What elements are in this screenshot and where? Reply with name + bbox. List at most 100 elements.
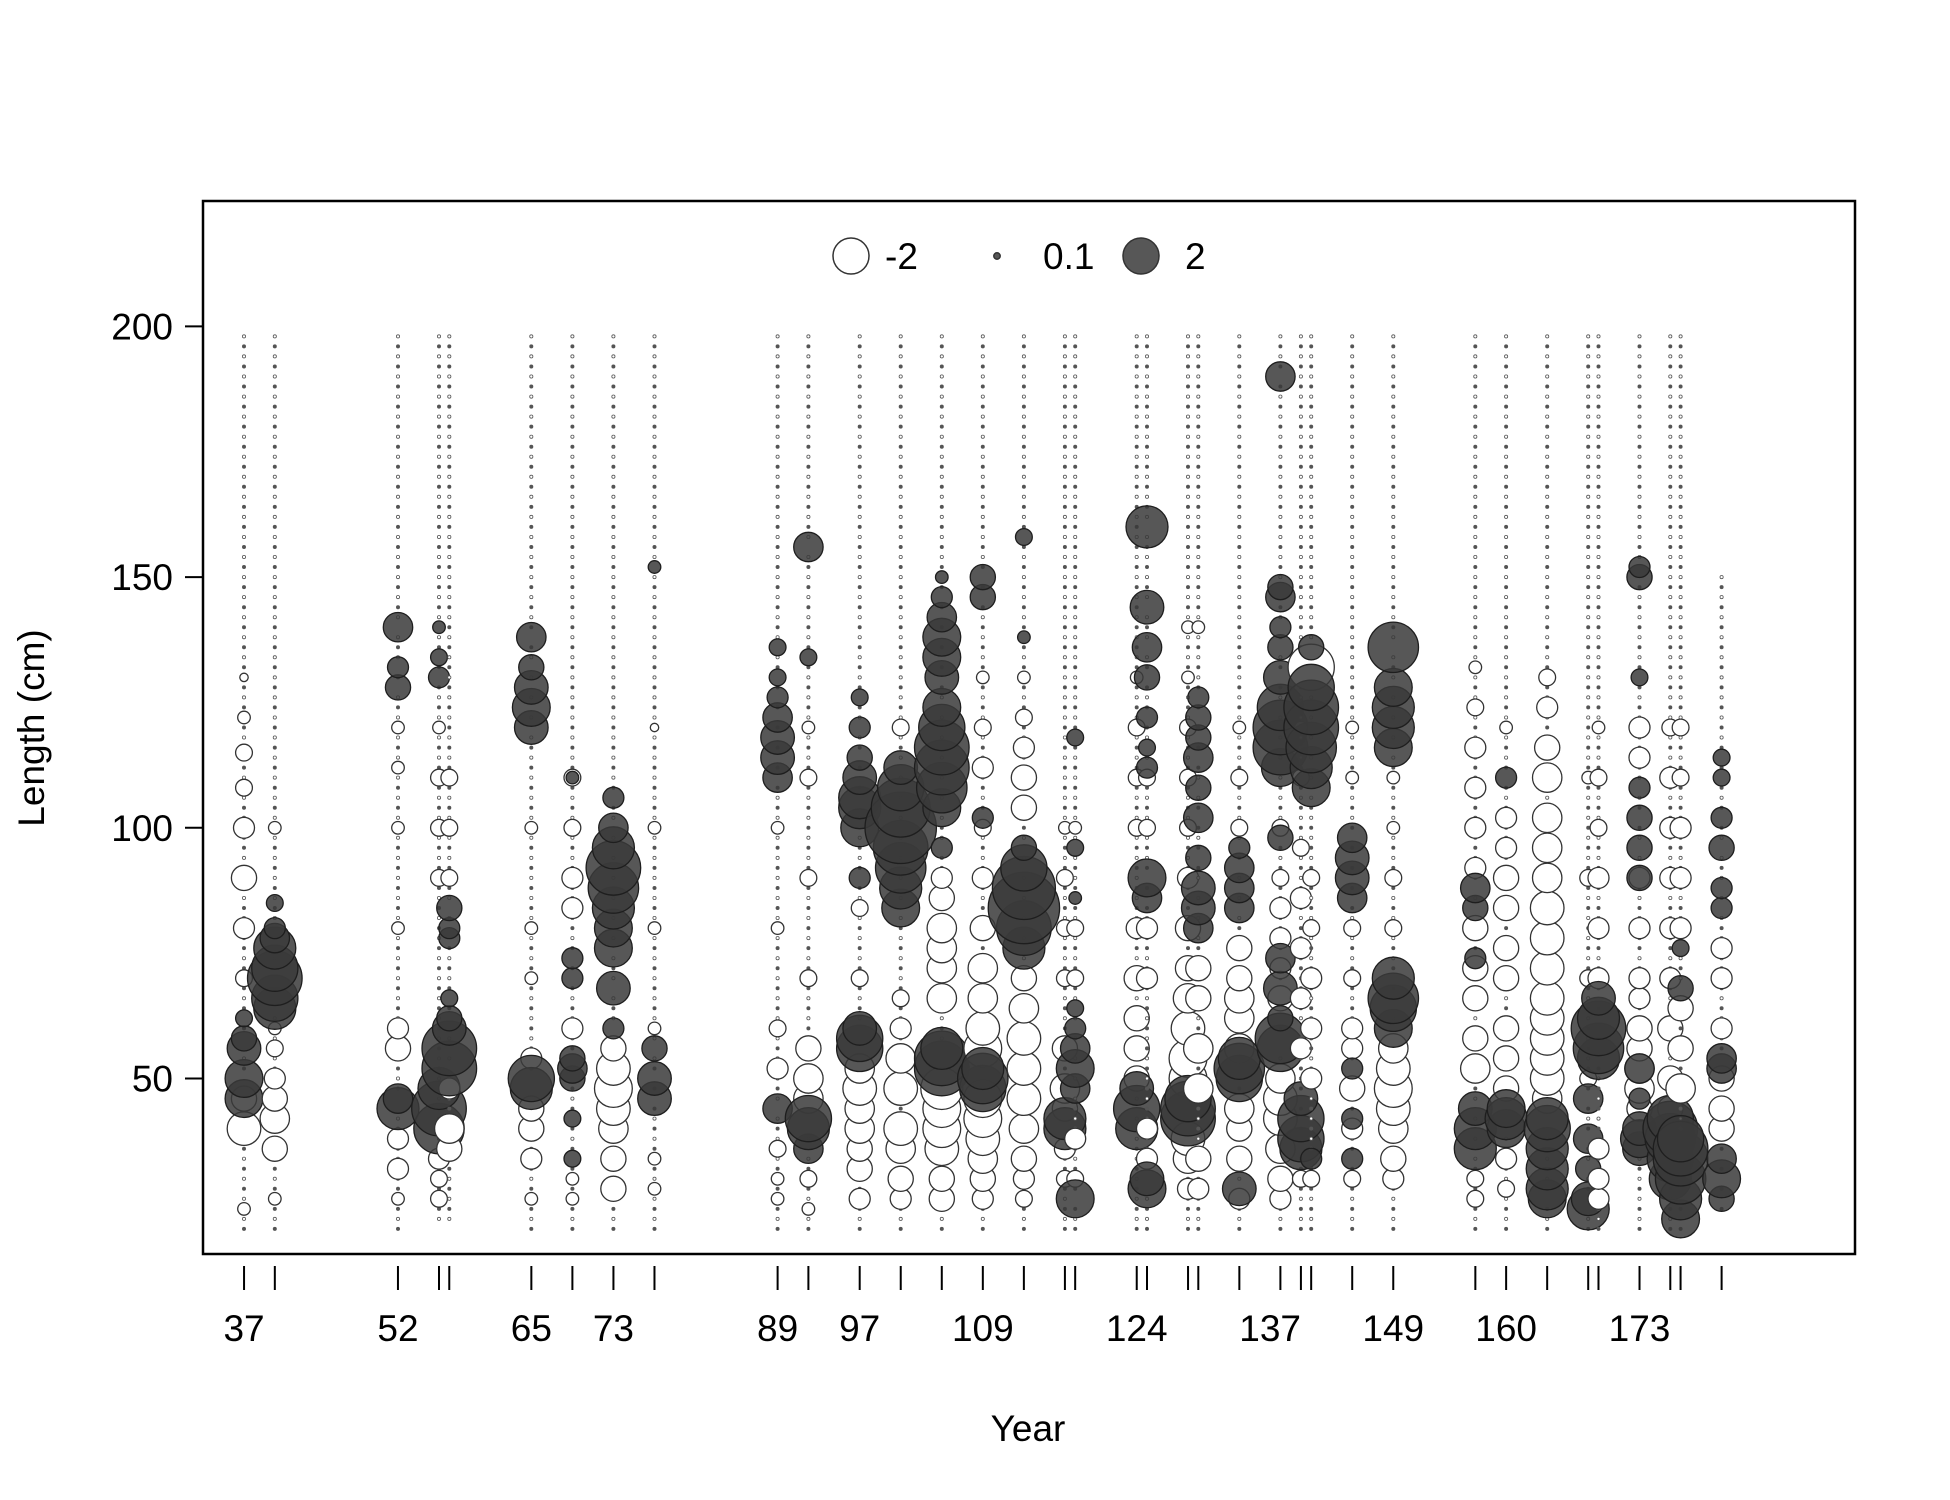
small-residual-dot <box>1237 334 1242 339</box>
small-residual-dot <box>1196 575 1201 580</box>
small-residual-dot <box>857 454 862 459</box>
small-residual-dot <box>857 344 862 349</box>
small-residual-dot <box>898 434 903 439</box>
positive-residual-bubble <box>842 1010 878 1046</box>
small-residual-dot <box>1309 404 1314 409</box>
negative-residual-bubble <box>1492 864 1520 892</box>
small-residual-dot <box>652 1136 657 1141</box>
small-residual-dot <box>241 344 246 349</box>
small-residual-dot <box>1278 1216 1283 1221</box>
small-residual-dot <box>1062 524 1067 529</box>
small-residual-dot <box>1309 364 1314 369</box>
small-residual-dot <box>652 334 657 339</box>
small-residual-dot <box>436 404 441 409</box>
negative-residual-bubble <box>391 921 405 936</box>
small-residual-dot <box>1504 424 1509 429</box>
small-residual-dot <box>272 404 277 409</box>
negative-residual-bubble <box>1006 1020 1042 1056</box>
small-residual-dot <box>272 555 277 560</box>
small-residual-dot <box>1196 344 1201 349</box>
small-residual-dot <box>395 775 400 780</box>
small-residual-dot <box>898 555 903 560</box>
negative-residual-bubble <box>1343 919 1362 938</box>
small-residual-dot <box>775 605 780 610</box>
small-residual-dot <box>570 595 575 600</box>
small-residual-dot <box>1350 665 1355 670</box>
small-residual-dot <box>1309 334 1314 339</box>
small-residual-dot <box>775 494 780 499</box>
small-residual-dot <box>1637 615 1642 620</box>
small-residual-dot <box>570 504 575 509</box>
small-residual-dot <box>1278 514 1283 519</box>
small-residual-dot <box>1678 474 1683 479</box>
positive-residual-bubble <box>1182 802 1214 834</box>
positive-residual-bubble <box>1066 728 1085 747</box>
small-residual-dot <box>1596 474 1601 479</box>
small-residual-dot <box>447 795 452 800</box>
small-residual-dot <box>529 504 534 509</box>
positive-residual-bubble <box>1068 891 1083 905</box>
small-residual-dot <box>806 504 811 509</box>
small-residual-dot <box>529 565 534 570</box>
small-residual-dot <box>1021 685 1026 690</box>
positive-residual-bubble <box>1185 704 1212 731</box>
small-residual-dot <box>857 484 862 489</box>
small-residual-dot <box>395 565 400 570</box>
small-residual-dot <box>1504 926 1509 931</box>
small-residual-dot <box>806 615 811 620</box>
negative-residual-bubble <box>1671 718 1690 737</box>
small-residual-dot <box>1309 1056 1314 1061</box>
negative-residual-bubble <box>1226 1145 1253 1172</box>
positive-residual-bubble <box>1131 631 1163 663</box>
small-residual-dot <box>806 424 811 429</box>
small-residual-dot <box>775 424 780 429</box>
small-residual-dot <box>1062 845 1067 850</box>
small-residual-dot <box>395 605 400 610</box>
small-residual-dot <box>652 1196 657 1201</box>
small-residual-dot <box>1237 535 1242 540</box>
small-residual-dot <box>1196 504 1201 509</box>
positive-residual-bubble <box>230 1025 258 1052</box>
small-residual-dot <box>1021 1216 1026 1221</box>
small-residual-dot <box>1596 635 1601 640</box>
small-residual-dot <box>1637 394 1642 399</box>
negative-residual-bubble <box>384 1035 412 1062</box>
negative-residual-bubble <box>440 818 459 837</box>
small-residual-dot <box>980 454 985 459</box>
negative-residual-bubble <box>647 921 662 936</box>
small-residual-dot <box>447 354 452 359</box>
small-residual-dot <box>652 1016 657 1021</box>
small-residual-dot <box>241 805 246 810</box>
positive-residual-bubble <box>1525 1096 1569 1141</box>
positive-residual-bubble <box>382 611 414 643</box>
small-residual-dot <box>1196 615 1201 620</box>
small-residual-dot <box>775 996 780 1001</box>
small-residual-dot <box>652 424 657 429</box>
small-residual-dot <box>529 434 534 439</box>
small-residual-dot <box>1586 795 1591 800</box>
small-residual-dot <box>1637 504 1642 509</box>
negative-residual-bubble <box>261 1135 289 1162</box>
small-residual-dot <box>1298 815 1303 820</box>
negative-residual-bubble <box>1710 936 1733 960</box>
small-residual-dot <box>447 675 452 680</box>
small-residual-dot <box>1309 565 1314 570</box>
small-residual-dot <box>611 504 616 509</box>
small-residual-dot <box>447 555 452 560</box>
small-residual-dot <box>436 795 441 800</box>
small-residual-dot <box>1596 1226 1601 1231</box>
small-residual-dot <box>1596 384 1601 389</box>
small-residual-dot <box>1237 424 1242 429</box>
small-residual-dot <box>241 1216 246 1221</box>
small-residual-dot <box>1668 665 1673 670</box>
positive-residual-bubble <box>1459 872 1491 904</box>
small-residual-dot <box>1062 795 1067 800</box>
small-residual-dot <box>1134 585 1139 590</box>
small-residual-dot <box>1678 504 1683 509</box>
small-residual-dot <box>436 334 441 339</box>
negative-residual-bubble <box>1066 969 1085 988</box>
small-residual-dot <box>1073 585 1078 590</box>
small-residual-dot <box>1719 605 1724 610</box>
small-residual-dot <box>1473 555 1478 560</box>
small-residual-dot <box>1545 535 1550 540</box>
